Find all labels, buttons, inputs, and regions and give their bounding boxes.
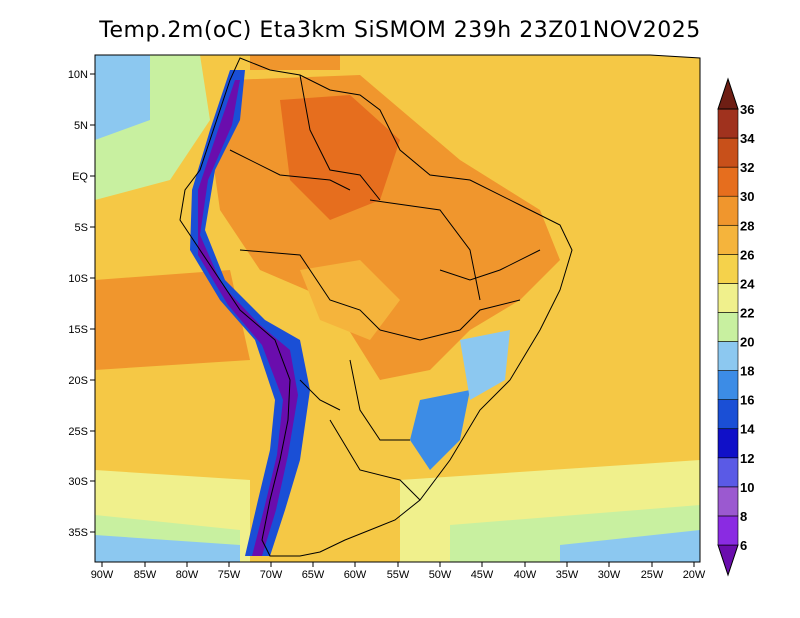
colorbar-label: 8: [740, 509, 747, 524]
colorbar-bin: [717, 457, 739, 488]
lat-labels: 10N 5N EQ 5S 10S 15S 20S 25S 30S 35S: [68, 69, 89, 539]
colorbar-bin: [717, 515, 739, 546]
colorbar-label: 30: [740, 189, 754, 204]
colorbar-bin: [717, 108, 739, 139]
lat-label: 25S: [68, 426, 88, 438]
colorbar-label: 20: [740, 335, 754, 350]
lat-label: EQ: [72, 171, 88, 183]
lon-label: 50W: [429, 569, 452, 581]
lat-label: 15S: [68, 324, 88, 336]
lon-label: 65W: [302, 569, 325, 581]
colorbar-label: 10: [740, 480, 754, 495]
colorbar: 6 8 10 12 14 16 18 20 22 24 26 28 30 32 34 36: [717, 77, 755, 577]
colorbar-bin: [717, 312, 739, 342]
colorbar-label: 24: [740, 276, 755, 291]
colorbar-bin: [717, 166, 739, 197]
colorbar-label: 14: [740, 422, 755, 437]
lon-label: 75W: [218, 569, 241, 581]
lon-label: 35W: [556, 569, 579, 581]
colorbar-bin: [717, 195, 739, 226]
colorbar-bin: [717, 254, 739, 284]
colorbar-label: 18: [740, 364, 754, 379]
lon-label: 20W: [683, 569, 706, 581]
lon-label: 40W: [514, 569, 537, 581]
colorbar-bin: [717, 341, 739, 371]
lon-label: 90W: [91, 569, 114, 581]
map-title: Temp.2m(oC) Eta3km SiSMOM 239h 23Z01NOV2…: [99, 18, 701, 43]
lat-label: 10N: [68, 69, 88, 81]
colorbar-arrow-low: [717, 544, 739, 577]
colorbar-bin: [717, 370, 739, 400]
lon-label: 30W: [598, 569, 621, 581]
colorbar-label: 22: [740, 305, 754, 320]
lat-label: 30S: [68, 476, 88, 488]
colorbar-bin: [717, 137, 739, 168]
colorbar-label: 16: [740, 393, 754, 408]
colorbar-label: 26: [740, 247, 754, 262]
colorbar-label: 6: [740, 538, 747, 553]
lon-label: 80W: [176, 569, 199, 581]
lat-label: 35S: [68, 527, 88, 539]
lon-label: 25W: [641, 569, 664, 581]
colorbar-bin: [717, 486, 739, 517]
colorbar-label: 36: [740, 102, 754, 117]
lon-label: 70W: [260, 569, 283, 581]
lon-label: 85W: [134, 569, 157, 581]
temperature-field: [95, 55, 700, 562]
colorbar-bin: [717, 283, 739, 313]
lon-label: 45W: [471, 569, 494, 581]
colorbar-label: 28: [740, 218, 754, 233]
colorbar-bin: [717, 224, 739, 255]
lon-label: 55W: [387, 569, 410, 581]
colorbar-arrow-high: [717, 77, 739, 110]
lat-label: 5S: [75, 222, 88, 234]
lon-axis: [101, 562, 695, 567]
coastline-borders: [179, 57, 573, 557]
lat-label: 5N: [74, 120, 88, 132]
lon-labels: 90W 85W 80W 75W 70W 65W 60W 55W 50W 45W …: [91, 569, 706, 581]
colorbar-bin: [717, 399, 739, 430]
colorbar-label: 12: [740, 451, 754, 466]
lat-label: 20S: [68, 375, 88, 387]
lon-label: 60W: [344, 569, 367, 581]
lat-label: 10S: [68, 273, 88, 285]
colorbar-label: 32: [740, 160, 754, 175]
map-frame: [94, 54, 701, 563]
lat-axis: [90, 73, 95, 533]
colorbar-label: 34: [740, 131, 755, 146]
colorbar-bin: [717, 428, 739, 459]
